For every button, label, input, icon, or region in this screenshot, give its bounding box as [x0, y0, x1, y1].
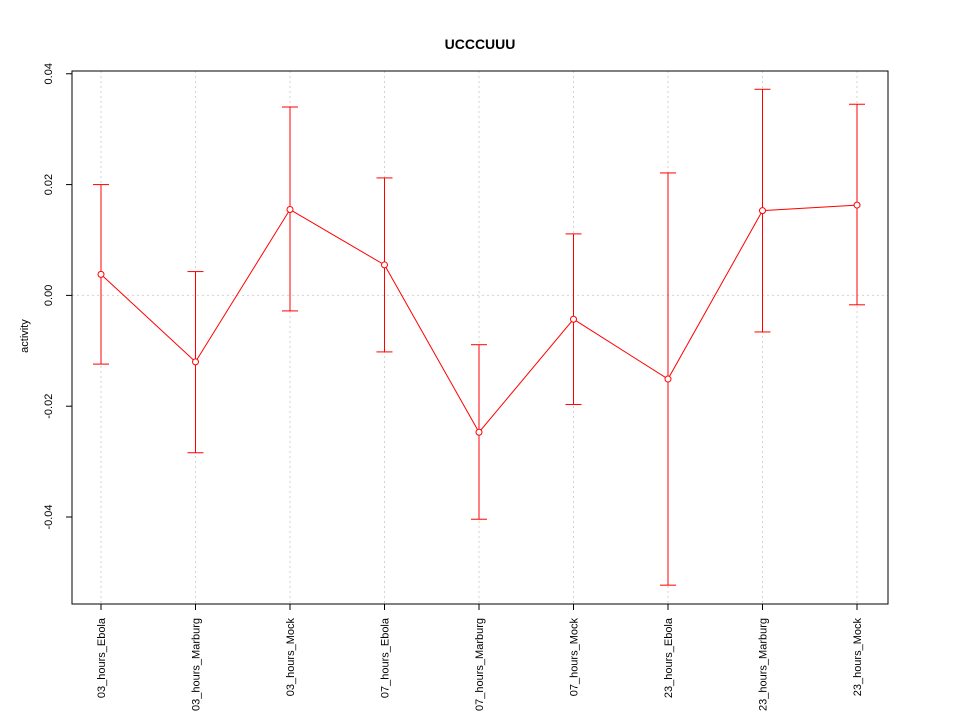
- data-point: [475, 428, 483, 436]
- chart-title: UCCCUUU: [445, 36, 516, 52]
- data-point: [664, 375, 672, 383]
- grid-layer: [72, 71, 888, 604]
- data-point: [853, 201, 861, 209]
- series-layer: [93, 88, 865, 586]
- x-tick-label: 03_hours_Marburg: [191, 618, 203, 711]
- y-axis-label: activity: [19, 319, 31, 353]
- axes-layer: -0.04 -0.02 0.00 0.02 0.04 03_hours_Ebola 03_h…: [43, 63, 864, 711]
- data-point: [570, 315, 577, 323]
- x-tick-label: 03_hours_Mock: [285, 618, 297, 697]
- data-point: [759, 207, 766, 215]
- plot-frame: [71, 70, 889, 605]
- x-tick-label: 07_hours_Marburg: [474, 618, 486, 711]
- data-point: [381, 261, 388, 269]
- y-tick-label: 0.00: [43, 285, 55, 306]
- x-tick-label: 23_hours_Marburg: [758, 618, 770, 711]
- data-point: [286, 206, 294, 214]
- x-tick-label: 07_hours_Mock: [569, 618, 581, 697]
- y-tick-label: 0.02: [43, 174, 55, 195]
- data-point: [97, 270, 105, 278]
- x-tick-label: 03_hours_Ebola: [96, 617, 108, 698]
- x-tick-label: 23_hours_Mock: [852, 618, 864, 697]
- x-tick-label: 23_hours_Ebola: [663, 617, 675, 698]
- y-tick-label: -0.04: [43, 504, 55, 529]
- y-tick-label: -0.02: [43, 394, 55, 419]
- data-point: [192, 358, 199, 366]
- x-tick-label: 07_hours_Ebola: [380, 617, 392, 698]
- y-tick-label: 0.04: [43, 63, 55, 84]
